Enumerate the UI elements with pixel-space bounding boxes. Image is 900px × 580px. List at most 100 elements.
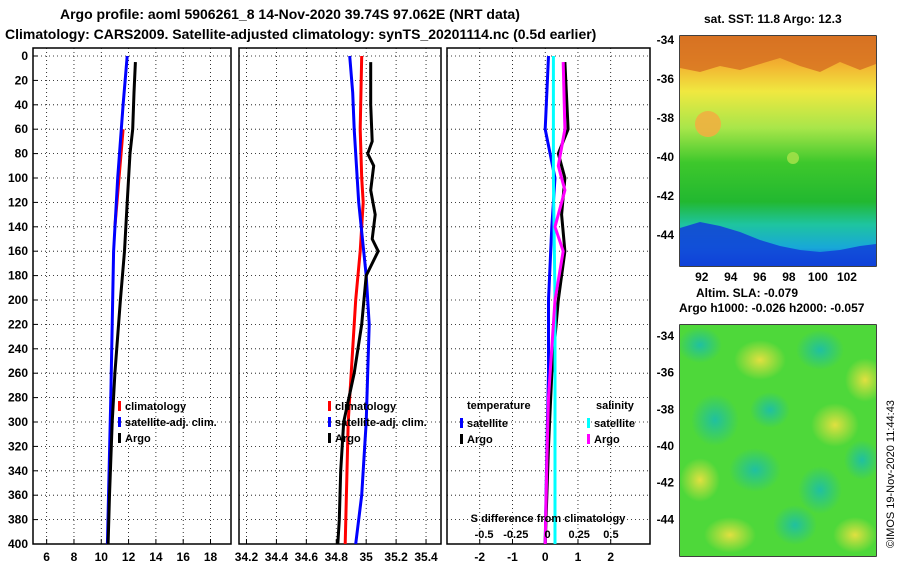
series-line	[336, 62, 380, 544]
x-tick-label: 2	[607, 550, 614, 564]
y-tick-label: 340	[8, 464, 28, 478]
legend-label: climatology	[335, 401, 397, 413]
legend-swatch	[587, 418, 590, 428]
sst-x-tick-label: 98	[782, 270, 796, 284]
sla-map-title-1: Altim. SLA: -0.079	[696, 286, 799, 300]
salinity-tick-label: -0.25	[503, 529, 528, 541]
legend-label: Argo	[335, 433, 361, 445]
sst-map-warm-band	[680, 36, 876, 72]
legend-swatch	[328, 401, 331, 411]
x-tick-label: 34.6	[295, 550, 319, 564]
legend-swatch	[587, 434, 590, 444]
y-tick-label: 160	[8, 244, 28, 258]
y-tick-label: 280	[8, 391, 28, 405]
x-tick-label: 1	[575, 550, 582, 564]
y-tick-label: 400	[8, 537, 28, 551]
legend-label: Argo	[125, 433, 151, 445]
plot-frame-difference-from-climatology	[446, 47, 651, 545]
legend-swatch	[328, 433, 331, 443]
y-tick-label: 260	[8, 366, 28, 380]
annotation-s-difference: S difference from climatology	[471, 513, 627, 525]
salinity-tick-label: 0.5	[603, 529, 618, 541]
x-tick-label: 12	[122, 550, 136, 564]
legend-swatch	[460, 434, 463, 444]
y-tick-label: 100	[8, 171, 28, 185]
legend-label: satellite-adj. clim.	[125, 417, 217, 429]
sla-y-tick-label: -38	[657, 402, 675, 416]
sst-x-tick-label: 100	[808, 270, 828, 284]
salinity-tick-label: -0.5	[475, 529, 494, 541]
y-tick-label: 0	[21, 49, 28, 63]
series-group-difference-from-climatology	[543, 55, 570, 544]
legend-title-salinity: salinity	[596, 400, 635, 412]
sst-map-title: sat. SST: 11.8 Argo: 12.3	[704, 12, 842, 26]
sst-y-tick-label: -42	[657, 189, 675, 203]
legend-label: Argo	[594, 434, 620, 446]
legend-swatch	[118, 417, 121, 427]
x-tick-label: 8	[71, 550, 78, 564]
x-tick-label: 16	[177, 550, 191, 564]
y-tick-label: 40	[15, 98, 29, 112]
x-tick-label: 35.4	[414, 550, 438, 564]
legend-label: satellite	[594, 418, 635, 430]
sla-y-tick-label: -40	[657, 439, 675, 453]
legend-swatch	[118, 401, 121, 411]
series-group-salinity-profile	[336, 55, 380, 544]
x-tick-label: 18	[204, 550, 218, 564]
x-tick-label: 34.2	[235, 550, 259, 564]
x-tick-label: -1	[507, 550, 518, 564]
sst-map-warm-eddy	[695, 111, 721, 137]
x-tick-label: 34.8	[325, 550, 349, 564]
sst-x-tick-label: 94	[724, 270, 738, 284]
sla-map-title-2: Argo h1000: -0.026 h2000: -0.057	[679, 301, 865, 315]
x-tick-label: 35	[360, 550, 374, 564]
sst-y-tick-label: -38	[657, 111, 675, 125]
salinity-tick-label: 0.25	[569, 529, 590, 541]
series-line	[543, 62, 567, 544]
sla-y-tick-label: -42	[657, 476, 675, 490]
x-tick-label: 0	[542, 550, 549, 564]
x-tick-label: 10	[95, 550, 109, 564]
y-tick-label: 320	[8, 439, 28, 453]
y-tick-label: 360	[8, 488, 28, 502]
legend-swatch	[118, 433, 121, 443]
y-tick-label: 80	[15, 147, 29, 161]
legend-label: satellite	[467, 418, 508, 430]
sst-map-cold-region	[680, 222, 876, 266]
y-tick-label: 300	[8, 415, 28, 429]
x-tick-label: 6	[43, 550, 50, 564]
legend-swatch	[328, 417, 331, 427]
legend-title-temperature: temperature	[467, 400, 531, 412]
sla-y-tick-label: -34	[657, 329, 675, 343]
legend-swatch	[460, 418, 463, 428]
sla-y-tick-label: -36	[657, 366, 675, 380]
y-tick-label: 380	[8, 513, 28, 527]
y-tick-label: 180	[8, 269, 28, 283]
y-tick-label: 140	[8, 220, 28, 234]
y-tick-label: 60	[15, 122, 29, 136]
title-line-1: Argo profile: aoml 5906261_8 14-Nov-2020…	[60, 6, 520, 22]
title-line-2: Climatology: CARS2009. Satellite-adjuste…	[5, 26, 597, 42]
sst-y-tick-label: -44	[657, 228, 675, 242]
x-tick-label: -2	[474, 550, 485, 564]
sst-y-tick-label: -40	[657, 150, 675, 164]
sst-y-tick-label: -34	[657, 33, 675, 47]
legend-label: satellite-adj. clim.	[335, 417, 427, 429]
series-line	[105, 55, 129, 544]
series-group-temperature-profile	[105, 55, 137, 544]
y-tick-label: 20	[15, 73, 29, 87]
sst-x-tick-label: 96	[753, 270, 767, 284]
legend-label: climatology	[125, 401, 187, 413]
x-tick-label: 34.4	[265, 550, 289, 564]
y-tick-label: 200	[8, 293, 28, 307]
plot-frame-temperature-profile	[32, 47, 232, 545]
sst-y-tick-label: -36	[657, 72, 675, 86]
x-tick-label: 14	[149, 550, 163, 564]
x-tick-label: 35.2	[384, 550, 408, 564]
sla-y-tick-label: -44	[657, 512, 675, 526]
salinity-tick-label: 0	[544, 529, 550, 541]
sst-x-tick-label: 92	[695, 270, 709, 284]
sla-map-eddies	[680, 327, 876, 553]
y-tick-label: 120	[8, 195, 28, 209]
